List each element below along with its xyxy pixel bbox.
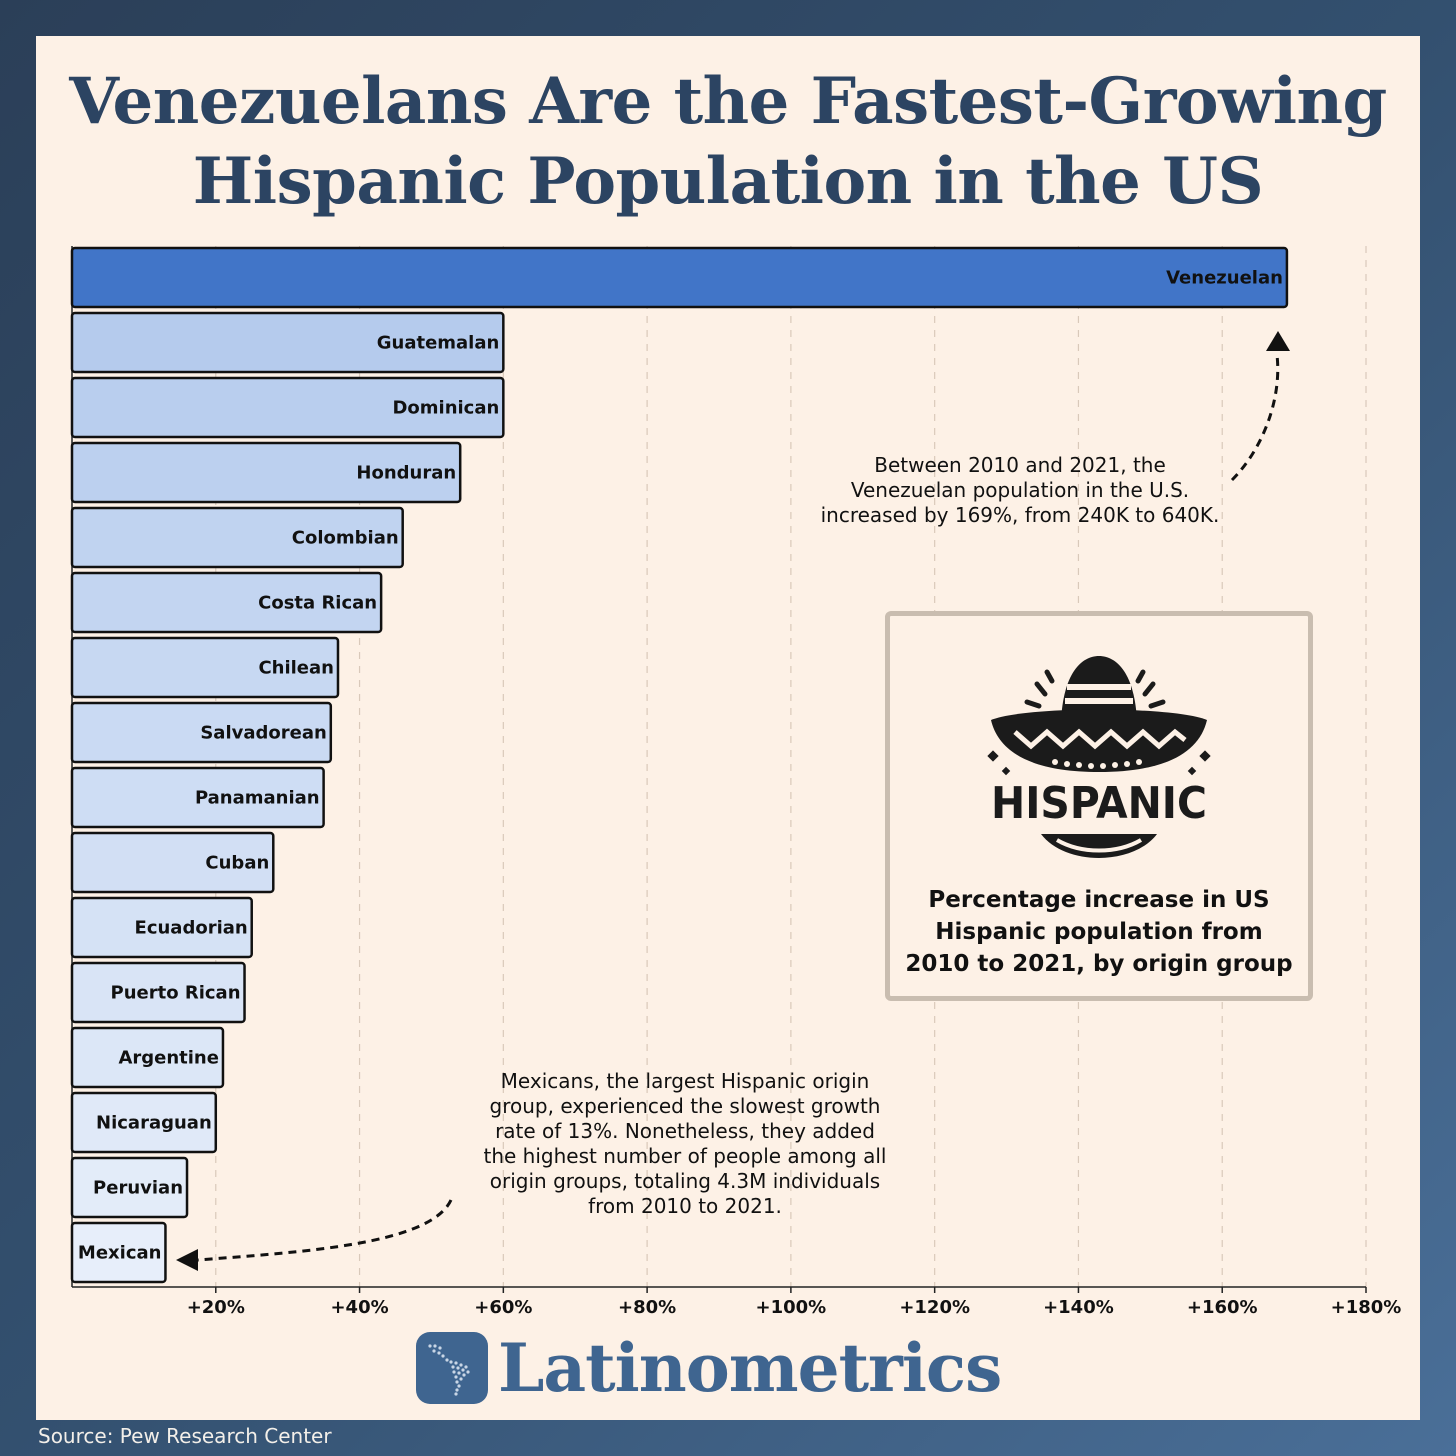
bar-label: Cuban bbox=[205, 853, 269, 874]
bar-cuban bbox=[70, 831, 275, 894]
x-tick-label: +80% bbox=[618, 1297, 676, 1318]
title-line-1: Venezuelans Are the Fastest-Growing bbox=[69, 64, 1387, 139]
bar-label: Dominican bbox=[392, 398, 499, 419]
bar-ecuadorian bbox=[70, 896, 253, 959]
annotation-line: group, experienced the slowest growth bbox=[489, 1094, 881, 1118]
annotation-line: increased by 169%, from 240K to 640K. bbox=[820, 503, 1220, 527]
venezuela-arrowhead bbox=[1266, 331, 1290, 351]
bar-puerto-rican bbox=[70, 961, 246, 1024]
x-tick-label: +120% bbox=[899, 1297, 970, 1318]
annotation-line: Mexicans, the largest Hispanic origin bbox=[500, 1069, 870, 1093]
mexico-annotation: Mexicans, the largest Hispanic origin gr… bbox=[440, 1069, 930, 1219]
mexico-arrowhead bbox=[176, 1249, 198, 1271]
x-tick-label: +180% bbox=[1331, 1297, 1402, 1318]
bar-peruvian bbox=[70, 1156, 189, 1219]
caption-line: Percentage increase in US bbox=[928, 887, 1270, 913]
bar-label: Ecuadorian bbox=[135, 918, 248, 939]
bar-honduran bbox=[70, 441, 462, 504]
bar-guatemalan bbox=[70, 311, 505, 374]
x-tick-label: +140% bbox=[1043, 1297, 1114, 1318]
bar-label: Nicaraguan bbox=[96, 1113, 212, 1134]
latin-america-map-icon bbox=[416, 1332, 488, 1404]
caption-line: 2010 to 2021, by origin group bbox=[905, 951, 1293, 977]
annotation-line: the highest number of people among all bbox=[483, 1144, 887, 1168]
annotation-line: rate of 13%. Nonetheless, they added bbox=[495, 1119, 875, 1143]
sombrero-icon: HISPANIC bbox=[987, 656, 1211, 858]
venezuela-arrow-line bbox=[1230, 354, 1280, 482]
annotation-line: from 2010 to 2021. bbox=[588, 1194, 782, 1218]
x-tick-label: +60% bbox=[474, 1297, 532, 1318]
source-note: Source: Pew Research Center bbox=[38, 1424, 332, 1448]
info-caption: Percentage increase in US Hispanic popul… bbox=[900, 884, 1298, 980]
annotation-line: origin groups, totaling 4.3M individuals bbox=[489, 1169, 881, 1193]
bar-colombian bbox=[70, 506, 404, 569]
bar-label: Panamanian bbox=[195, 788, 320, 809]
bar-chilean bbox=[70, 636, 340, 699]
bar-dominican bbox=[70, 376, 505, 439]
bar-label: Mexican bbox=[78, 1243, 162, 1264]
bars: Venezuelan Guatemalan Dominican Honduran Col… bbox=[70, 246, 1289, 1284]
annotation-line: Between 2010 and 2021, the bbox=[874, 453, 1166, 477]
annotation-arrows bbox=[176, 331, 1290, 1271]
bar-salvadorean bbox=[70, 701, 333, 764]
caption-line: Hispanic population from bbox=[935, 919, 1263, 945]
legend-info-box: HISPANIC Percentage increase in US Hispa… bbox=[885, 611, 1313, 1001]
bar-costa-rican bbox=[70, 571, 383, 634]
x-tick-label: +160% bbox=[1187, 1297, 1258, 1318]
bar-label: Colombian bbox=[292, 528, 399, 549]
bar-label: Costa Rican bbox=[258, 593, 377, 614]
x-tick-label: +40% bbox=[330, 1297, 388, 1318]
bar-label: Salvadorean bbox=[200, 723, 326, 744]
title-line-2: Hispanic Population in the US bbox=[192, 144, 1264, 219]
bar-label: Peruvian bbox=[93, 1178, 183, 1199]
chart-title: Venezuelans Are the Fastest-Growing Hisp… bbox=[0, 62, 1456, 222]
bar-nicaraguan bbox=[70, 1091, 218, 1154]
x-tick-label: +100% bbox=[756, 1297, 827, 1318]
bar-label: Honduran bbox=[356, 463, 456, 484]
bar-mexican bbox=[70, 1221, 167, 1284]
mexico-arrow-line bbox=[197, 1199, 453, 1262]
bar-argentine bbox=[70, 1026, 225, 1089]
brand: Latinometrics bbox=[416, 1329, 1002, 1407]
bar-label: Chilean bbox=[258, 658, 334, 679]
annotation-line: Venezuelan population in the U.S. bbox=[850, 478, 1190, 502]
bar-label: Puerto Rican bbox=[111, 983, 241, 1004]
x-tick-label: +20% bbox=[187, 1297, 245, 1318]
brand-name: Latinometrics bbox=[498, 1329, 1002, 1407]
bar-venezuelan bbox=[70, 246, 1289, 309]
bar-label: Guatemalan bbox=[377, 333, 500, 354]
icon-text: HISPANIC bbox=[991, 778, 1207, 829]
bar-panamanian bbox=[70, 766, 325, 829]
venezuela-annotation: Between 2010 and 2021, the Venezuelan po… bbox=[770, 453, 1270, 528]
bar-label: Argentine bbox=[118, 1048, 219, 1069]
bar-label: Venezuelan bbox=[1166, 268, 1283, 289]
